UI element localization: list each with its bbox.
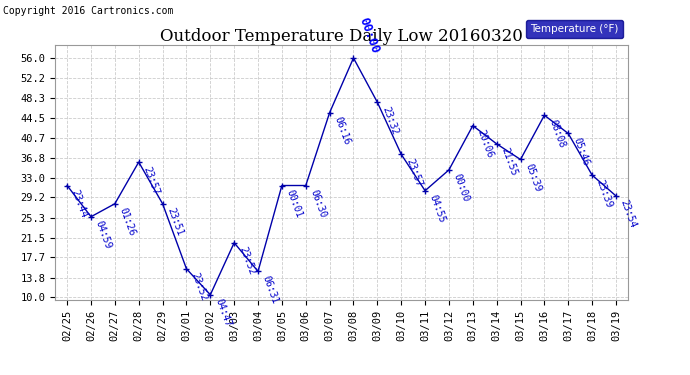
Text: 06:31: 06:31 (261, 274, 280, 305)
Text: 23:44: 23:44 (70, 188, 89, 219)
Text: 23:52: 23:52 (189, 272, 208, 303)
Text: 00:00: 00:00 (452, 172, 471, 204)
Text: 00:01: 00:01 (285, 188, 304, 219)
Text: 04:47: 04:47 (213, 298, 233, 328)
Text: 21:55: 21:55 (500, 147, 519, 178)
Text: 00:00: 00:00 (356, 15, 382, 55)
Title: Outdoor Temperature Daily Low 20160320: Outdoor Temperature Daily Low 20160320 (160, 28, 523, 45)
Text: 06:16: 06:16 (333, 116, 352, 147)
Text: 23:54: 23:54 (619, 199, 638, 230)
Text: 01:26: 01:26 (117, 207, 137, 237)
Text: 05:46: 05:46 (571, 136, 591, 167)
Text: 08:08: 08:08 (547, 118, 566, 149)
Text: 04:55: 04:55 (428, 194, 447, 225)
Text: 23:51: 23:51 (166, 207, 185, 237)
Legend: Temperature (°F): Temperature (°F) (526, 20, 622, 38)
Text: 20:06: 20:06 (475, 129, 495, 159)
Text: 23:52: 23:52 (237, 246, 257, 276)
Text: 23:39: 23:39 (595, 178, 614, 209)
Text: 23:57: 23:57 (141, 165, 161, 196)
Text: 06:30: 06:30 (308, 188, 328, 219)
Text: 05:39: 05:39 (523, 162, 543, 193)
Text: 04:59: 04:59 (94, 219, 113, 251)
Text: Copyright 2016 Cartronics.com: Copyright 2016 Cartronics.com (3, 6, 174, 16)
Text: 23:57: 23:57 (404, 157, 424, 188)
Text: 23:32: 23:32 (380, 105, 400, 136)
